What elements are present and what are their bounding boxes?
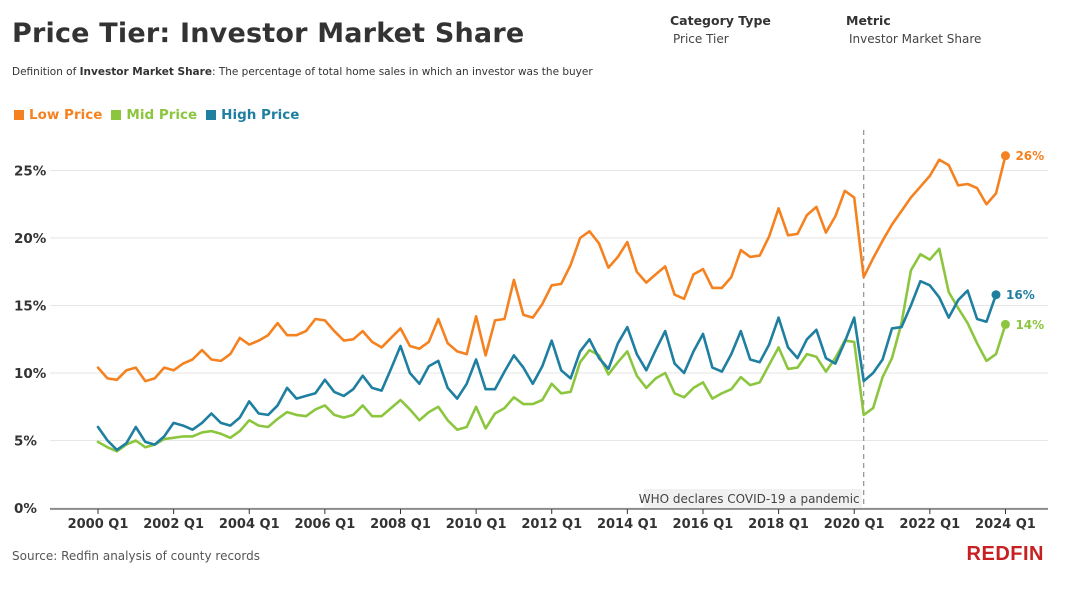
category-type-value[interactable]: Price Tier (673, 32, 729, 46)
legend-swatch-low-price (14, 110, 24, 120)
x-tick-label: 2018 Q1 (748, 517, 809, 532)
definition-term: Investor Market Share (79, 66, 212, 78)
chart-legend: Low Price Mid Price High Price (14, 107, 299, 123)
x-tick-label: 2014 Q1 (597, 517, 658, 532)
metric-definition: Definition of Investor Market Share: The… (12, 66, 593, 78)
y-tick-label: 15% (14, 299, 47, 315)
category-type-label: Category Type (670, 13, 771, 28)
metric-label: Metric (846, 13, 891, 28)
series-line-mid-price (96, 247, 1007, 453)
legend-swatch-mid-price (111, 110, 122, 120)
x-tick-label: 2016 Q1 (673, 517, 734, 532)
x-tick-label: 2020 Q1 (824, 517, 885, 532)
x-tick-label: 2006 Q1 (294, 517, 355, 532)
x-tick-label: 2004 Q1 (219, 517, 280, 532)
end-label-low-price: 26% (1015, 149, 1044, 163)
x-tick-label: 2012 Q1 (521, 517, 582, 532)
redfin-logo: REDFIN (966, 543, 1044, 565)
page-title: Price Tier: Investor Market Share (12, 18, 525, 49)
source-note: Source: Redfin analysis of county record… (12, 549, 260, 563)
definition-text: : The percentage of total home sales in … (211, 66, 593, 78)
covid-annotation-box (643, 489, 862, 507)
x-tick-label: 2024 Q1 (975, 517, 1036, 532)
legend-item-mid-price[interactable]: Mid Price (111, 107, 197, 123)
category-type-filter[interactable]: Category Type Price Tier (670, 13, 771, 46)
legend-label-mid-price: Mid Price (126, 107, 198, 123)
metric-value[interactable]: Investor Market Share (849, 32, 982, 46)
series-line-high-price (96, 279, 998, 452)
legend-label-high-price: High Price (221, 107, 300, 123)
end-point-high-price (991, 290, 1001, 300)
legend-item-low-price[interactable]: Low Price (14, 107, 102, 123)
x-tick-label: 2008 Q1 (370, 517, 431, 532)
legend-item-high-price[interactable]: High Price (206, 107, 299, 123)
x-tick-label: 2010 Q1 (446, 517, 507, 532)
legend-label-low-price: Low Price (29, 107, 103, 123)
y-tick-label: 5% (14, 434, 37, 450)
y-tick-label: 20% (14, 231, 47, 247)
end-label-mid-price: 14% (1015, 318, 1044, 332)
y-tick-label: 0% (14, 501, 37, 517)
y-tick-label: 10% (14, 366, 47, 382)
legend-swatch-high-price (206, 110, 217, 120)
covid-annotation-label: WHO declares COVID-19 a pandemic (639, 492, 860, 506)
x-tick-label: 2000 Q1 (68, 517, 129, 532)
metric-filter[interactable]: Metric Investor Market Share (846, 13, 981, 46)
x-tick-label: 2022 Q1 (899, 517, 960, 532)
series-line-low-price (96, 154, 1007, 383)
end-label-high-price: 16% (1006, 288, 1035, 302)
x-tick-label: 2002 Q1 (143, 517, 204, 532)
definition-prefix: Definition of (12, 66, 80, 78)
end-point-low-price (1000, 151, 1010, 161)
y-tick-label: 25% (14, 164, 47, 180)
end-point-mid-price (1000, 319, 1010, 329)
